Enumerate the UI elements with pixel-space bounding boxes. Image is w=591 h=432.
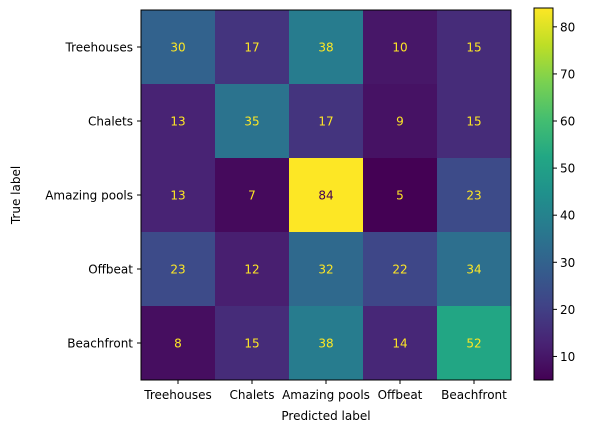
heatmap-cell <box>289 306 364 381</box>
cell-value: 13 <box>170 115 185 129</box>
heatmap-cell <box>289 10 364 85</box>
heatmap-cell <box>215 84 290 159</box>
cell-value: 34 <box>466 263 481 277</box>
x-tick-label: Treehouses <box>143 388 211 402</box>
y-axis-label: True label <box>9 166 23 225</box>
cell-value: 22 <box>392 263 407 277</box>
heatmap-cell <box>363 84 438 159</box>
colorbar-ticks: 10 20 30 40 50 60 70 80 <box>553 20 575 364</box>
cell-value: 17 <box>318 115 333 129</box>
cell-value: 52 <box>466 337 481 351</box>
heatmap-cell <box>215 232 290 307</box>
x-tick-label: Chalets <box>229 388 274 402</box>
cell-value: 5 <box>396 189 404 203</box>
cell-value: 12 <box>244 263 259 277</box>
cell-value: 35 <box>244 115 259 129</box>
x-axis-ticks: Treehouses Chalets Amazing pools Offbeat Bea… <box>143 380 507 402</box>
cell-value: 8 <box>174 337 182 351</box>
heatmap-cell <box>141 10 216 85</box>
cell-value: 15 <box>244 337 259 351</box>
x-axis-label: Predicted label <box>281 409 370 423</box>
heatmap-cell <box>363 232 438 307</box>
heatmap-cell <box>289 158 364 233</box>
heatmap-cell <box>215 158 290 233</box>
colorbar-tick-label: 50 <box>560 162 575 176</box>
heatmap-cell <box>437 158 512 233</box>
cell-value: 10 <box>392 41 407 55</box>
colorbar-tick-label: 80 <box>560 20 575 34</box>
cell-value: 23 <box>170 263 185 277</box>
heatmap-cell <box>437 10 512 85</box>
cell-value: 38 <box>318 337 333 351</box>
heatmap-cell <box>289 84 364 159</box>
x-tick-label: Amazing pools <box>282 388 370 402</box>
heatmap-cell <box>141 158 216 233</box>
heatmap-cell <box>215 306 290 381</box>
y-axis-ticks: Treehouses Chalets Amazing pools Offbeat Bea… <box>45 41 141 351</box>
cell-value: 15 <box>466 41 481 55</box>
cell-value: 9 <box>396 115 404 129</box>
x-tick-label: Beachfront <box>441 388 507 402</box>
y-tick-label: Beachfront <box>67 337 133 351</box>
cell-value-labels: 30 17 38 10 15 13 35 17 9 15 13 7 84 5 23 23 12 32 22 34 8 15… <box>170 41 481 351</box>
heatmap-cell <box>437 306 512 381</box>
colorbar-tick-label: 30 <box>560 256 575 270</box>
heatmap-cell <box>363 306 438 381</box>
colorbar-tick-label: 70 <box>560 67 575 81</box>
heatmap-cells <box>141 10 512 381</box>
heatmap-cell <box>141 84 216 159</box>
colorbar <box>533 7 554 381</box>
y-tick-label: Treehouses <box>65 41 133 55</box>
cell-value: 7 <box>248 189 256 203</box>
cell-value: 13 <box>170 189 185 203</box>
colorbar-tick-label: 20 <box>560 303 575 317</box>
cell-value: 38 <box>318 41 333 55</box>
cell-value: 15 <box>466 115 481 129</box>
heatmap-cell <box>141 306 216 381</box>
cell-value: 32 <box>318 263 333 277</box>
colorbar-tick-label: 10 <box>560 350 575 364</box>
cell-value: 30 <box>170 41 185 55</box>
heatmap-cell <box>363 158 438 233</box>
heatmap-cell <box>437 84 512 159</box>
colorbar-tick-label: 40 <box>560 209 575 223</box>
cell-value: 14 <box>392 337 407 351</box>
colorbar-tick-label: 60 <box>560 115 575 129</box>
y-tick-label: Amazing pools <box>45 189 133 203</box>
cell-value: 84 <box>318 189 333 203</box>
y-tick-label: Chalets <box>88 115 133 129</box>
x-tick-label: Offbeat <box>378 388 423 402</box>
cell-value: 17 <box>244 41 259 55</box>
heatmap-cell <box>141 232 216 307</box>
cell-value: 23 <box>466 189 481 203</box>
heatmap-cell <box>437 232 512 307</box>
y-tick-label: Offbeat <box>88 263 133 277</box>
heatmap-cell <box>215 10 290 85</box>
heatmap-cell <box>289 232 364 307</box>
heatmap-cell <box>363 10 438 85</box>
